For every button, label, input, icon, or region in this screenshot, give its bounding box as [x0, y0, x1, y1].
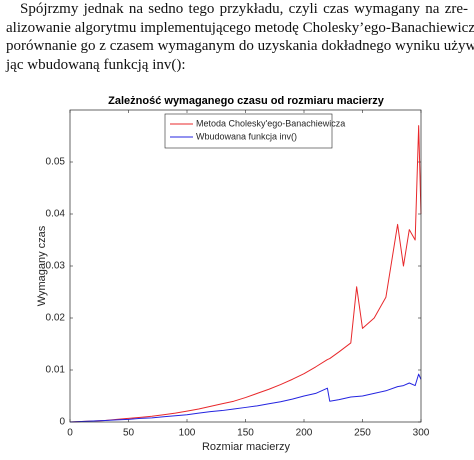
x-tick-label: 0	[67, 428, 73, 439]
text-line: alizowanie algorytmu implementującego me…	[6, 19, 474, 36]
y-tick-label: 0.01	[46, 365, 66, 376]
text-line: Spójrzmy jednak na sedno tego przykładu,…	[20, 1, 468, 17]
plot-area	[70, 110, 421, 422]
y-tick-label: 0	[59, 417, 65, 428]
x-tick-label: 300	[413, 428, 430, 439]
text-line: jąc wbudowaną funkcją inv():	[6, 56, 186, 73]
x-tick-label: 200	[296, 428, 313, 439]
y-tick-label: 0.03	[46, 261, 66, 272]
y-tick-label: 0.05	[46, 157, 66, 168]
x-axis-label: Rozmiar macierzy	[202, 441, 291, 453]
series-line	[69, 373, 422, 423]
legend-label: Metoda Cholesky'ego-Banachiewicza	[196, 118, 345, 128]
paragraph: Spójrzmy jednak na sedno tego przykładu,…	[6, 0, 474, 74]
series-line	[69, 125, 422, 423]
axes-box	[69, 109, 422, 423]
y-tick-label: 0.02	[46, 313, 66, 324]
x-tick-label: 250	[354, 428, 371, 439]
text-line: porównanie go z czasem wymaganym do uzys…	[6, 38, 474, 54]
legend-box	[164, 113, 333, 149]
legend-label: Wbudowana funkcja inv()	[196, 131, 297, 141]
x-tick-label: 100	[179, 428, 196, 439]
x-tick-label: 150	[237, 428, 254, 439]
y-tick-label: 0.04	[46, 209, 66, 220]
x-tick-label: 50	[123, 428, 135, 439]
y-axis-label: Wymagany czas	[36, 225, 48, 306]
chart-title: Zależność wymaganego czasu od rozmiaru m…	[108, 95, 385, 107]
